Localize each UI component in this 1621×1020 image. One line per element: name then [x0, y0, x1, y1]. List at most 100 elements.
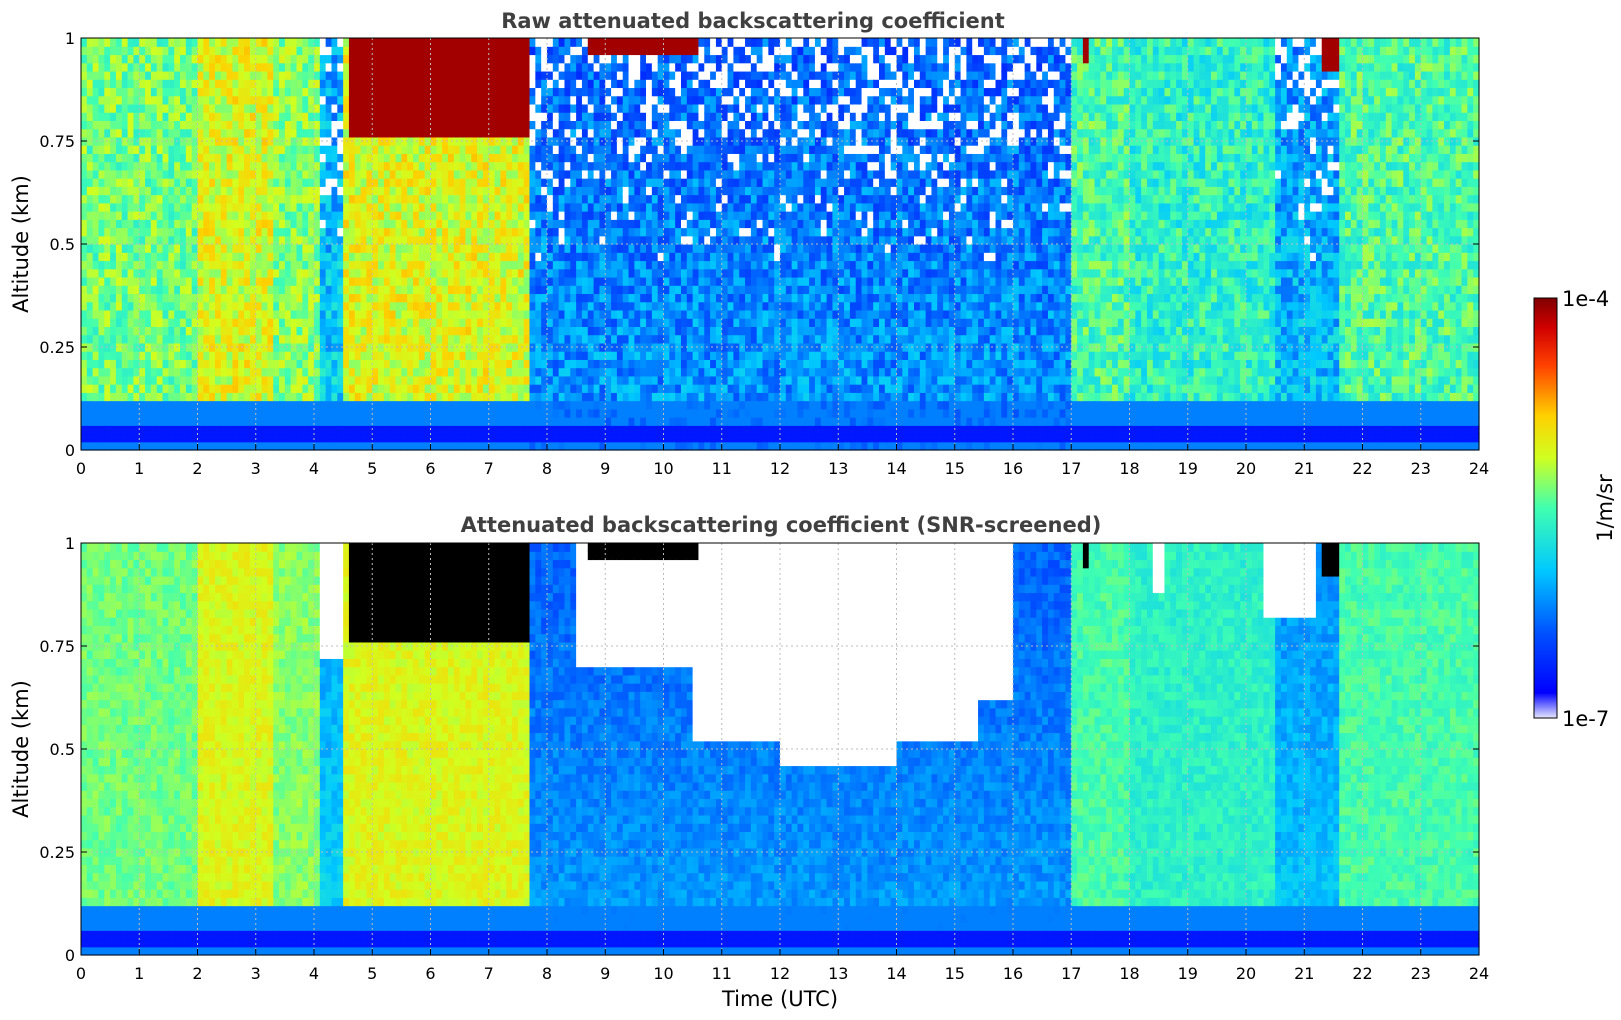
- heatmap-cell: [326, 178, 332, 187]
- heatmap-cell: [279, 228, 285, 237]
- heatmap-cell: [512, 38, 518, 47]
- heatmap-cell: [291, 285, 297, 294]
- heatmap-cell: [128, 343, 134, 352]
- heatmap-cell: [291, 260, 297, 269]
- heatmap-cell: [594, 104, 600, 113]
- heatmap-cell: [436, 145, 442, 154]
- heatmap-cell: [122, 269, 128, 278]
- heatmap-cell: [203, 162, 209, 171]
- heatmap-cell: [413, 401, 419, 410]
- heatmap-cell: [372, 236, 378, 245]
- heatmap-cell: [238, 244, 244, 253]
- heatmap-cell: [413, 63, 419, 72]
- heatmap-cell: [116, 384, 122, 393]
- heatmap-cell: [471, 46, 477, 55]
- heatmap-cell: [87, 302, 93, 311]
- heatmap-cell: [291, 178, 297, 187]
- heatmap-cell: [157, 63, 163, 72]
- heatmap-cell: [238, 368, 244, 377]
- heatmap-cell: [174, 310, 180, 319]
- heatmap-cell: [145, 252, 151, 261]
- heatmap-cell: [605, 260, 611, 269]
- heatmap-cell: [617, 46, 623, 55]
- heatmap-cell: [623, 79, 629, 88]
- heatmap-cell: [326, 260, 332, 269]
- heatmap-cell: [419, 112, 425, 121]
- heatmap-cell: [232, 351, 238, 360]
- heatmap-cell: [186, 425, 192, 434]
- heatmap-cell: [629, 244, 635, 253]
- heatmap-cell: [535, 219, 541, 228]
- heatmap-cell: [396, 186, 402, 195]
- heatmap-cell: [145, 417, 151, 426]
- heatmap-cell: [337, 409, 343, 418]
- heatmap-cell: [163, 343, 169, 352]
- heatmap-cell: [646, 417, 652, 426]
- heatmap-cell: [652, 203, 658, 212]
- heatmap-cell: [576, 195, 582, 204]
- heatmap-cell: [93, 236, 99, 245]
- heatmap-cell: [553, 104, 559, 113]
- heatmap-cell: [419, 79, 425, 88]
- heatmap-cell: [640, 104, 646, 113]
- heatmap-cell: [273, 120, 279, 129]
- heatmap-cell: [157, 71, 163, 80]
- heatmap-cell: [384, 145, 390, 154]
- heatmap-cell: [605, 376, 611, 385]
- heatmap-cell: [267, 46, 273, 55]
- heatmap-cell: [256, 302, 262, 311]
- heatmap-cell: [495, 384, 501, 393]
- heatmap-cell: [605, 104, 611, 113]
- heatmap-cell: [495, 442, 501, 451]
- heatmap-cell: [640, 79, 646, 88]
- heatmap-cell: [174, 228, 180, 237]
- heatmap-cell: [285, 335, 291, 344]
- heatmap-cell: [384, 269, 390, 278]
- heatmap-cell: [442, 120, 448, 129]
- heatmap-cell: [361, 203, 367, 212]
- heatmap-cell: [198, 195, 204, 204]
- heatmap-cell: [180, 228, 186, 237]
- heatmap-cell: [407, 203, 413, 212]
- heatmap-cell: [611, 252, 617, 261]
- heatmap-cell: [506, 153, 512, 162]
- heatmap-cell: [314, 392, 320, 401]
- heatmap-cell: [302, 318, 308, 327]
- heatmap-cell: [518, 335, 524, 344]
- heatmap-cell: [331, 79, 337, 88]
- heatmap-cell: [512, 211, 518, 220]
- heatmap-cell: [390, 269, 396, 278]
- heatmap-cell: [524, 277, 530, 286]
- heatmap-cell: [116, 79, 122, 88]
- heatmap-cell: [524, 384, 530, 393]
- heatmap-cell: [186, 178, 192, 187]
- heatmap-cell: [605, 79, 611, 88]
- heatmap-cell: [629, 326, 635, 335]
- heatmap-cell: [337, 145, 343, 154]
- heatmap-cell: [623, 318, 629, 327]
- heatmap-cell: [163, 38, 169, 47]
- heatmap-cell: [518, 244, 524, 253]
- heatmap-cell: [419, 269, 425, 278]
- heatmap-cell: [215, 277, 221, 286]
- heatmap-cell: [495, 63, 501, 72]
- heatmap-cell: [524, 112, 530, 121]
- heatmap-cell: [302, 252, 308, 261]
- heatmap-cell: [215, 392, 221, 401]
- heatmap-cell: [98, 425, 104, 434]
- heatmap-cell: [471, 63, 477, 72]
- heatmap-cell: [349, 162, 355, 171]
- heatmap-cell: [209, 318, 215, 327]
- heatmap-cell: [384, 54, 390, 63]
- heatmap-cell: [262, 211, 268, 220]
- heatmap-cell: [128, 409, 134, 418]
- heatmap-cell: [512, 326, 518, 335]
- heatmap-cell: [489, 285, 495, 294]
- heatmap-cell: [279, 46, 285, 55]
- heatmap-cell: [629, 153, 635, 162]
- heatmap-cell: [634, 434, 640, 443]
- heatmap-cell: [629, 293, 635, 302]
- heatmap-cell: [262, 260, 268, 269]
- heatmap-cell: [634, 236, 640, 245]
- heatmap-cell: [634, 104, 640, 113]
